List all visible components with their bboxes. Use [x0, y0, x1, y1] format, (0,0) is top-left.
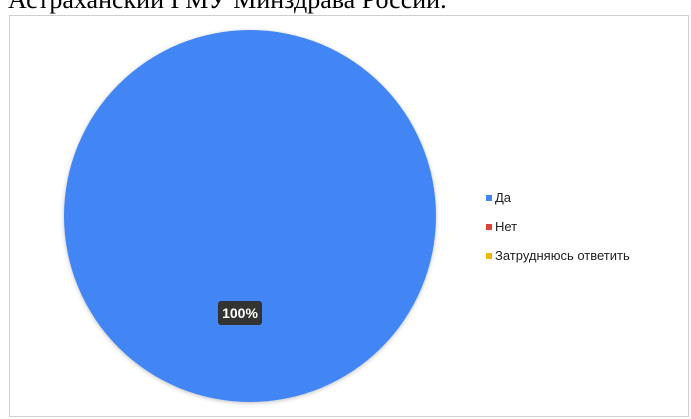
- page-heading: Астраханский ГМУ Минздрава России.: [8, 0, 447, 13]
- pie-slices: [64, 30, 436, 402]
- pie-data-labels: 100%: [218, 301, 262, 325]
- pie-data-label-1: 100%: [218, 301, 262, 325]
- pie-slice-1[interactable]: [64, 30, 436, 402]
- data-label-background: [218, 301, 262, 325]
- legend-item-1[interactable]: Да: [486, 190, 630, 205]
- legend-label: Да: [495, 190, 512, 205]
- legend-item-2[interactable]: Нет: [486, 219, 630, 234]
- legend-item-3[interactable]: Затрудняюсь ответить: [486, 248, 630, 263]
- pie-chart: 100%: [64, 30, 436, 402]
- legend-swatch: [486, 224, 492, 230]
- legend-swatch: [486, 253, 492, 259]
- chart-legend: Да Нет Затрудняюсь ответить: [486, 190, 630, 277]
- page-heading-strip: Астраханский ГМУ Минздрава России.: [0, 0, 691, 14]
- data-label-text: 100%: [222, 305, 258, 321]
- legend-swatch: [486, 195, 492, 201]
- legend-label: Затрудняюсь ответить: [495, 248, 630, 263]
- pie-chart-frame: 100% Да Нет Затрудняюсь ответить: [9, 15, 689, 417]
- legend-label: Нет: [495, 219, 518, 234]
